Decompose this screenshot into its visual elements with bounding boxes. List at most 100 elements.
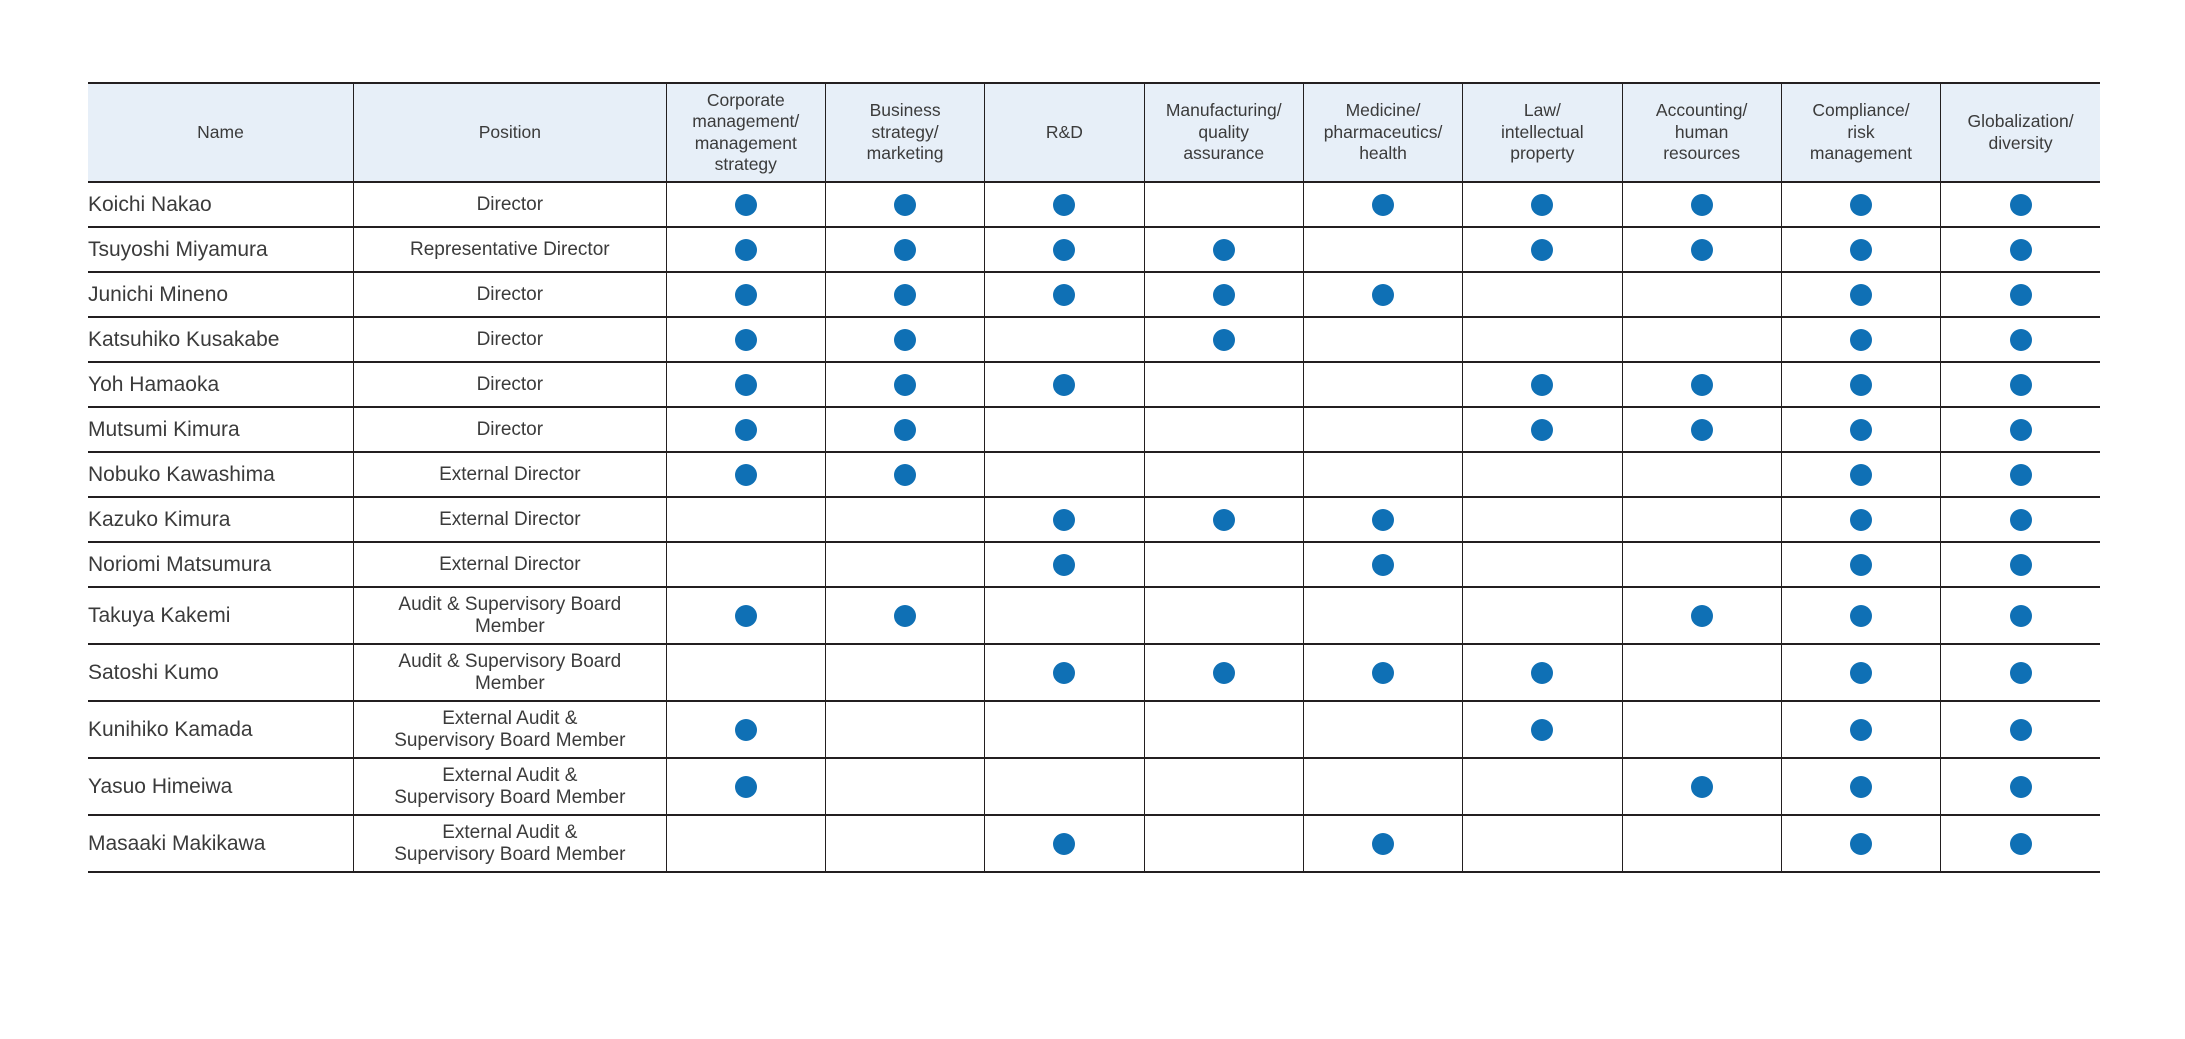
skill-cell-accounting (1621, 406, 1782, 453)
skill-cell-rd (984, 406, 1145, 453)
skill-cell-accounting (1621, 541, 1782, 588)
skill-cell-business-strategy (824, 586, 986, 645)
skill-cell-corporate-management (665, 361, 826, 408)
table-row: Tsuyoshi Miyamura Representative Director (88, 226, 2100, 273)
skill-dot-icon (1212, 508, 1235, 531)
skill-cell-compliance (1780, 757, 1942, 816)
skill-dot-icon (1690, 418, 1713, 441)
skill-cell-globalization (1940, 541, 2100, 588)
skill-dot-icon (734, 328, 757, 351)
skill-cell-globalization (1940, 451, 2100, 498)
skill-dot-icon (1849, 604, 1872, 627)
skill-dot-icon (1212, 661, 1235, 684)
member-position: Representative Director (353, 226, 667, 273)
member-name: Kazuko Kimura (88, 496, 355, 543)
skill-dot-icon (894, 238, 917, 261)
skill-dot-icon (1531, 238, 1554, 261)
skill-cell-corporate-management (665, 814, 826, 873)
member-name: Satoshi Kumo (88, 643, 355, 702)
member-position: Audit & Supervisory Board Member (353, 586, 667, 645)
skill-cell-compliance (1780, 451, 1942, 498)
skill-cell-rd (984, 361, 1145, 408)
column-header-manufacturing: Manufacturing/ quality assurance (1143, 82, 1304, 183)
member-position: External Audit & Supervisory Board Membe… (353, 757, 667, 816)
skill-cell-business-strategy (824, 316, 986, 363)
skill-cell-law (1462, 451, 1623, 498)
column-header-medicine: Medicine/ pharmaceutics/ health (1302, 82, 1464, 183)
skill-cell-business-strategy (824, 496, 986, 543)
skill-cell-globalization (1940, 700, 2100, 759)
member-name: Tsuyoshi Miyamura (88, 226, 355, 273)
skill-dot-icon (1849, 775, 1872, 798)
table-row: Noriomi Matsumura External Director (88, 541, 2100, 588)
skills-matrix-table: Name Position Corporate management/ mana… (88, 82, 2100, 873)
skill-cell-law (1462, 643, 1623, 702)
skill-cell-compliance (1780, 700, 1942, 759)
skill-cell-globalization (1940, 226, 2100, 273)
skill-cell-manufacturing (1143, 496, 1304, 543)
skill-cell-rd (984, 643, 1145, 702)
skill-cell-medicine (1302, 757, 1464, 816)
skill-cell-medicine (1302, 181, 1464, 228)
skill-dot-icon (1531, 418, 1554, 441)
skill-dot-icon (1849, 328, 1872, 351)
member-position: Audit & Supervisory Board Member (353, 643, 667, 702)
column-header-globalization: Globalization/ diversity (1940, 82, 2100, 183)
member-position: Director (353, 181, 667, 228)
skill-dot-icon (734, 718, 757, 741)
skill-dot-icon (734, 775, 757, 798)
skill-cell-corporate-management (665, 700, 826, 759)
skill-dot-icon (1690, 373, 1713, 396)
skill-cell-compliance (1780, 643, 1942, 702)
skill-dot-icon (2009, 193, 2032, 216)
table-row: Kunihiko Kamada External Audit & Supervis… (88, 700, 2100, 759)
skill-dot-icon (894, 604, 917, 627)
skill-cell-accounting (1621, 271, 1782, 318)
skill-cell-law (1462, 226, 1623, 273)
skill-dot-icon (1849, 418, 1872, 441)
table-row: Yasuo Himeiwa External Audit & Supervisor… (88, 757, 2100, 816)
skill-dot-icon (1849, 373, 1872, 396)
skill-cell-law (1462, 316, 1623, 363)
skills-matrix-section: Name Position Corporate management/ mana… (88, 82, 2185, 873)
skill-dot-icon (894, 193, 917, 216)
table-row: Yoh Hamaoka Director (88, 361, 2100, 408)
skill-dot-icon (1849, 193, 1872, 216)
skill-cell-accounting (1621, 496, 1782, 543)
skill-cell-rd (984, 181, 1145, 228)
skill-cell-medicine (1302, 814, 1464, 873)
skill-dot-icon (1212, 238, 1235, 261)
member-position: Director (353, 271, 667, 318)
skill-cell-rd (984, 700, 1145, 759)
table-row: Kazuko Kimura External Director (88, 496, 2100, 543)
skill-cell-law (1462, 700, 1623, 759)
skill-cell-medicine (1302, 361, 1464, 408)
skill-cell-law (1462, 541, 1623, 588)
skill-cell-business-strategy (824, 700, 986, 759)
skill-dot-icon (1849, 508, 1872, 531)
member-position: External Audit & Supervisory Board Membe… (353, 814, 667, 873)
skill-dot-icon (1531, 718, 1554, 741)
member-position: Director (353, 316, 667, 363)
column-header-position: Position (353, 82, 667, 183)
skill-dot-icon (734, 373, 757, 396)
skill-cell-compliance (1780, 496, 1942, 543)
column-header-rd: R&D (984, 82, 1145, 183)
skill-cell-compliance (1780, 406, 1942, 453)
skill-cell-globalization (1940, 316, 2100, 363)
skill-cell-manufacturing (1143, 406, 1304, 453)
skill-cell-globalization (1940, 643, 2100, 702)
skill-dot-icon (734, 283, 757, 306)
skill-cell-corporate-management (665, 496, 826, 543)
skill-cell-manufacturing (1143, 226, 1304, 273)
skill-cell-law (1462, 181, 1623, 228)
skill-cell-rd (984, 226, 1145, 273)
skill-cell-globalization (1940, 361, 2100, 408)
skill-dot-icon (1372, 193, 1395, 216)
skill-cell-compliance (1780, 226, 1942, 273)
skill-dot-icon (2009, 328, 2032, 351)
skill-dot-icon (1849, 463, 1872, 486)
member-name: Junichi Mineno (88, 271, 355, 318)
skill-cell-compliance (1780, 181, 1942, 228)
skill-cell-medicine (1302, 451, 1464, 498)
